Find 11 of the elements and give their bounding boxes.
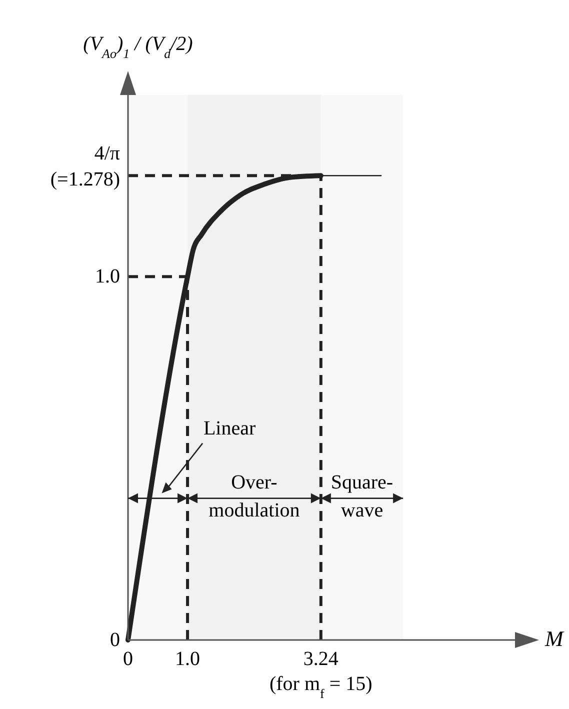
- y-tick-label: 0: [110, 629, 120, 651]
- y-axis-title: (V$_{Ao}$)$_{1}$ / (V$_{d}$/2): [83, 33, 194, 60]
- x-tick-label: 1.0: [175, 648, 200, 670]
- x-tick-label: 3.24: [303, 648, 338, 670]
- y-tick-label: 1.0: [95, 266, 120, 288]
- annotation: (for m$_{f}$ = 15): [269, 673, 372, 700]
- band-label: Square- wave: [330, 471, 394, 522]
- x-axis-title: M: [544, 626, 565, 651]
- band-label: Linear: [203, 417, 256, 440]
- band-label: Over- modulation: [208, 471, 300, 522]
- y-tick-label: 4/π (=1.278): [50, 142, 120, 191]
